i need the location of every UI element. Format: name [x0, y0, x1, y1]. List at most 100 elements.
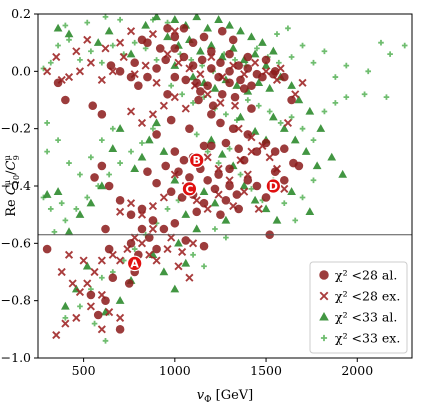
- y-axis-label: Re Cμ10/Cμ9: [3, 155, 21, 217]
- data-point-circle: [207, 46, 216, 56]
- benchmark-marker: [126, 255, 143, 272]
- data-point-x: [137, 118, 147, 128]
- data-point-x: [72, 313, 81, 322]
- data-point-plus: [47, 59, 54, 66]
- data-point-circle: [188, 38, 198, 47]
- data-point-circle: [134, 81, 143, 90]
- data-point-x: [163, 244, 172, 254]
- data-point-triangle: [53, 187, 63, 195]
- data-point-plus: [77, 171, 83, 178]
- data-point-plus: [223, 234, 229, 241]
- x-tick-label: 500: [72, 363, 96, 378]
- data-point-triangle: [210, 198, 220, 207]
- series-circle: [42, 24, 304, 334]
- data-point-circle: [196, 87, 205, 96]
- data-point-x: [159, 101, 168, 110]
- benchmark-point-d: D: [265, 178, 282, 194]
- series-plus: [40, 14, 419, 344]
- data-point-circle: [279, 175, 289, 185]
- data-point-plus: [378, 39, 384, 46]
- data-point-circle: [161, 55, 171, 65]
- data-point-plus: [383, 94, 390, 100]
- data-point-circle: [225, 49, 234, 59]
- data-point-plus: [150, 125, 156, 132]
- data-point-circle: [199, 32, 209, 42]
- legend-item: χ² <28 ex.: [319, 289, 400, 304]
- y-tick-label: 0.2: [11, 6, 31, 21]
- data-point-circle: [188, 61, 198, 70]
- data-point-triangle: [206, 135, 216, 144]
- data-point-plus: [413, 137, 419, 143]
- data-point-circle: [214, 170, 223, 179]
- data-point-circle: [208, 101, 218, 111]
- data-point-triangle: [192, 14, 202, 21]
- data-point-circle: [88, 101, 98, 111]
- data-point-plus: [190, 252, 196, 258]
- data-point-x: [116, 256, 125, 265]
- data-point-triangle: [316, 124, 326, 132]
- data-point-plus: [47, 206, 54, 212]
- data-point-circle: [258, 72, 267, 82]
- data-point-triangle: [137, 152, 147, 161]
- data-point-x: [64, 72, 74, 82]
- data-point-triangle: [144, 135, 154, 144]
- data-point-triangle: [159, 267, 169, 276]
- data-point-circle: [199, 241, 209, 251]
- data-point-plus: [193, 131, 200, 138]
- data-point-plus: [73, 206, 80, 212]
- data-point-plus: [102, 338, 109, 344]
- data-point-circle: [261, 55, 271, 65]
- data-point-x: [79, 256, 88, 265]
- data-point-plus: [387, 51, 393, 57]
- data-point-plus: [66, 37, 72, 43]
- data-point-triangle: [258, 38, 267, 46]
- data-point-circle: [225, 181, 234, 191]
- data-point-circle: [152, 178, 161, 188]
- data-point-plus: [190, 100, 196, 106]
- data-point-circle: [243, 64, 253, 73]
- data-point-plus: [179, 91, 185, 98]
- data-point-plus: [84, 19, 91, 26]
- data-point-circle: [199, 141, 209, 151]
- data-point-circle: [130, 58, 139, 68]
- data-point-circle: [247, 104, 256, 113]
- data-point-triangle: [192, 224, 202, 233]
- data-point-circle: [166, 115, 176, 125]
- data-point-circle: [192, 78, 202, 88]
- y-tick-label: −1.0: [1, 350, 31, 365]
- data-point-plus: [66, 160, 72, 166]
- data-point-plus: [117, 16, 123, 23]
- data-point-plus: [51, 229, 58, 235]
- data-point-plus: [62, 217, 69, 224]
- data-point-x: [203, 153, 212, 162]
- y-tick-label: −0.4: [1, 178, 31, 193]
- data-point-plus: [44, 120, 50, 126]
- data-point-plus: [276, 59, 282, 66]
- data-point-circle: [137, 35, 147, 45]
- data-point-circle: [155, 44, 165, 53]
- data-point-triangle: [64, 227, 74, 236]
- data-point-triangle: [232, 81, 242, 89]
- data-point-circle: [294, 161, 304, 171]
- data-point-circle: [270, 147, 280, 156]
- data-point-x: [230, 101, 240, 110]
- data-point-x: [145, 250, 154, 259]
- benchmark-label: A: [130, 257, 139, 270]
- data-point-plus: [274, 31, 280, 37]
- benchmark-marker: [188, 152, 205, 168]
- data-point-plus: [215, 160, 222, 166]
- data-point-plus: [321, 108, 328, 115]
- data-point-circle: [179, 155, 189, 165]
- data-point-x: [75, 287, 85, 297]
- data-point-x: [43, 67, 52, 76]
- data-point-plus: [212, 226, 218, 232]
- data-point-circle: [279, 144, 289, 154]
- data-point-triangle: [170, 175, 180, 184]
- data-point-x: [174, 58, 183, 67]
- data-point-triangle: [250, 126, 260, 135]
- benchmark-label: B: [193, 154, 201, 167]
- data-point-circle: [210, 184, 220, 194]
- data-point-x: [64, 250, 74, 259]
- benchmarks-layer: A B C D: [126, 152, 282, 272]
- legend-item: χ² <33 al.: [319, 310, 397, 325]
